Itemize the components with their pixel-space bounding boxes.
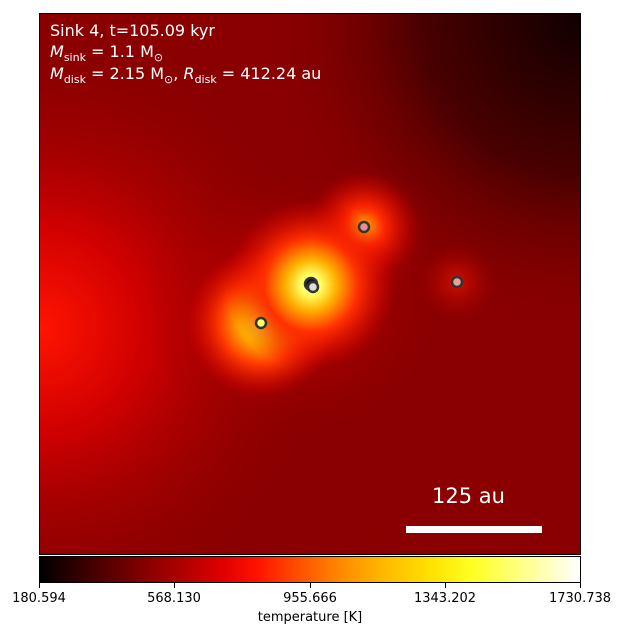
sink-marker [254,316,268,330]
colorbar-tick [580,583,581,588]
mass-subscript: sink [63,51,86,65]
separator: , [173,64,184,83]
temperature-map: Sink 4, t=105.09 kyr Msink = 1.1 M⊙ Mdis… [39,13,581,555]
disk-properties-label: Mdisk = 2.15 M⊙, Rdisk = 412.24 au [50,64,321,90]
colorbar-tick [310,583,311,588]
disk-radius-value: = 412.24 au [216,64,322,83]
sink-mass-label: Msink = 1.1 M⊙ [50,42,163,68]
scale-bar-label: 125 au [432,484,505,508]
sink-marker [450,275,464,289]
disk-mass-symbol: M [50,64,64,83]
mass-symbol: M [50,42,64,61]
colorbar-tick [39,583,40,588]
disk-radius-symbol: R [183,64,195,83]
colorbar-tick [174,583,175,588]
disk-mass-subscript: disk [63,73,86,87]
sink-time-label: Sink 4, t=105.09 kyr [50,21,215,40]
colorbar-tick-label: 568.130 [147,591,201,606]
colorbar-tick [445,583,446,588]
colorbar-tick-label: 955.666 [283,591,337,606]
scale-bar [406,526,542,533]
solar-symbol: ⊙ [153,51,164,65]
colorbar-tick-label: 1343.202 [413,591,477,606]
colorbar-tick-label: 1730.738 [548,591,612,606]
colorbar-tick-label: 180.594 [12,591,66,606]
solar-symbol: ⊙ [164,73,174,87]
mass-value: = 1.1 M [85,42,154,61]
colorbar-title: temperature [K] [257,610,363,625]
sink-marker [306,280,320,294]
temperature-field [40,14,580,554]
disk-radius-subscript: disk [194,73,217,87]
sink-marker [357,220,371,234]
disk-mass-value: = 2.15 M [85,64,165,83]
colorbar [39,556,581,583]
